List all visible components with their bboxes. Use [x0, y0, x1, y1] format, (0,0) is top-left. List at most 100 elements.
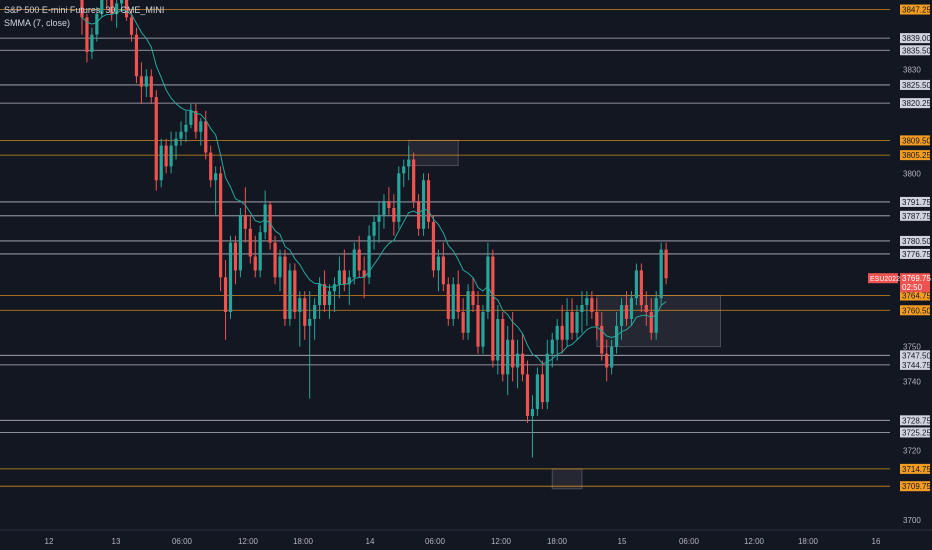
- candle-body-23: [194, 110, 198, 132]
- candle-body-107: [610, 346, 614, 368]
- candle-body-103: [590, 298, 594, 312]
- candle-body-70: [426, 180, 431, 222]
- level-label-bg-0: [900, 4, 930, 15]
- candle-body-65: [402, 166, 406, 174]
- level-label-bg-15: [900, 415, 930, 426]
- candle-body-1: [85, 17, 89, 52]
- candle-body-73: [441, 256, 445, 285]
- candle-body-104: [595, 312, 599, 326]
- candle-body-9: [124, 0, 129, 18]
- candle-body-106: [605, 353, 609, 368]
- candle-body-36: [258, 232, 262, 271]
- candle-body-72: [436, 256, 440, 271]
- candle-body-74: [446, 284, 450, 319]
- candle-body-76: [456, 284, 460, 312]
- candle-body-35: [253, 256, 257, 271]
- candle-body-30: [228, 242, 233, 312]
- level-label-17: 3714.75: [902, 465, 931, 474]
- x-tick-label-0: 12: [45, 537, 54, 546]
- chart-title: S&P 500 E-mini Futures, 30, CME_MINI: [4, 5, 165, 15]
- candle-body-68: [417, 201, 421, 229]
- symbol-tag-bg: [868, 273, 898, 284]
- y-tick-label-5: 3800: [903, 169, 921, 178]
- candle-body-80: [476, 305, 480, 347]
- candle-body-24: [199, 121, 203, 132]
- candle-body-118: [664, 249, 668, 279]
- level-label-bg-6: [900, 150, 930, 161]
- candle-body-113: [639, 270, 643, 306]
- candle-body-114: [644, 305, 648, 312]
- candle-body-58: [367, 235, 371, 278]
- candle-body-29: [223, 277, 228, 312]
- candle-body-78: [466, 291, 470, 333]
- candle-body-4: [100, 0, 104, 14]
- level-label-bg-16: [900, 427, 930, 438]
- candle-body-92: [535, 374, 539, 410]
- candle-body-60: [377, 214, 381, 222]
- candle-body-115: [649, 312, 653, 333]
- candle-body-81: [481, 312, 485, 347]
- level-label-bg-11: [900, 290, 930, 301]
- candle-body-41: [283, 256, 287, 319]
- candle-body-18: [169, 145, 173, 167]
- candle-body-46: [308, 318, 312, 326]
- level-label-2: 3835.50: [902, 46, 931, 55]
- candle-body-2: [90, 34, 94, 52]
- candle-body-49: [322, 284, 327, 306]
- candle-body-27: [214, 173, 218, 181]
- level-label-4: 3820.25: [902, 99, 931, 108]
- level-label-16: 3725.25: [902, 428, 931, 437]
- candle-body-99: [570, 312, 574, 333]
- x-tick-label-4: 18:00: [293, 537, 314, 546]
- candle-body-17: [164, 145, 168, 167]
- candle-body-44: [298, 298, 302, 312]
- level-label-3: 3825.50: [902, 81, 931, 90]
- level-label-bg-8: [900, 210, 930, 221]
- symbol-tag: ESU2022: [870, 276, 900, 283]
- candle-body-82: [486, 256, 490, 312]
- candle-body-11: [134, 34, 139, 77]
- level-label-bg-1: [900, 33, 930, 44]
- candle-body-97: [560, 325, 564, 340]
- candle-body-10: [129, 17, 134, 35]
- x-tick-label-3: 12:00: [238, 537, 259, 546]
- candle-body-86: [506, 339, 510, 375]
- level-label-12: 3760.50: [902, 306, 931, 315]
- x-tick-label-11: 12:00: [744, 537, 765, 546]
- level-label-6: 3805.25: [902, 151, 931, 160]
- candle-body-71: [431, 221, 436, 271]
- candle-body-13: [144, 76, 148, 87]
- x-tick-label-9: 15: [618, 537, 627, 546]
- candle-body-87: [511, 339, 515, 368]
- level-label-11: 3764.75: [902, 292, 931, 301]
- candle-body-100: [575, 312, 579, 333]
- candle-body-90: [525, 374, 530, 416]
- candle-body-116: [654, 298, 658, 333]
- x-tick-label-12: 18:00: [798, 537, 819, 546]
- level-label-10: 3776.75: [902, 250, 931, 259]
- candle-body-57: [362, 270, 366, 278]
- y-tick-label-0: 3700: [903, 516, 921, 525]
- level-label-bg-17: [900, 463, 930, 474]
- candle-body-61: [382, 201, 386, 215]
- candle-body-26: [209, 152, 213, 181]
- level-label-14: 3744.75: [902, 361, 931, 370]
- level-label-bg-13: [900, 350, 930, 361]
- x-tick-label-10: 06:00: [679, 537, 700, 546]
- level-label-bg-2: [900, 45, 930, 56]
- level-label-8: 3787.75: [902, 212, 931, 221]
- countdown-label: 02:50: [902, 283, 923, 292]
- candle-body-33: [243, 214, 247, 229]
- candle-body-25: [204, 121, 208, 153]
- candle-body-12: [139, 76, 143, 87]
- candle-body-91: [530, 409, 535, 416]
- y-tick-label-2: 3720: [903, 447, 921, 456]
- candle-body-63: [392, 208, 396, 222]
- chart-legend: S&P 500 E-mini Futures, 30, CME_MINI SMM…: [4, 4, 164, 30]
- level-label-bg-14: [900, 359, 930, 370]
- candle-body-85: [501, 318, 505, 375]
- candle-body-67: [412, 159, 416, 202]
